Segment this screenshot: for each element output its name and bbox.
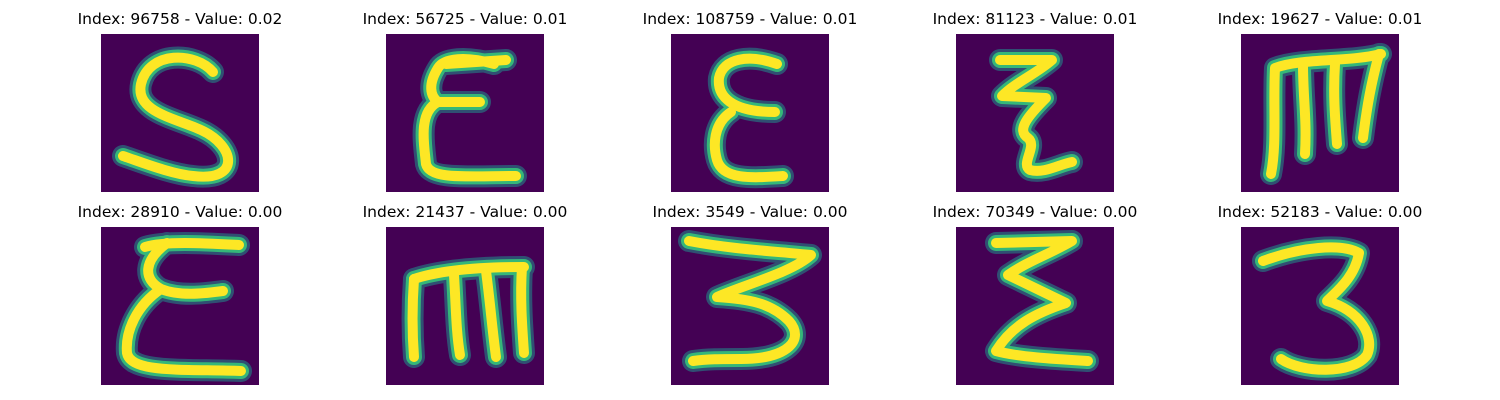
- sample-panel-10: Index: 52183 - Value: 0.00: [1170, 203, 1470, 393]
- sample-panel-2: Index: 56725 - Value: 0.01: [315, 10, 615, 200]
- panel-title: Index: 70349 - Value: 0.00: [932, 203, 1138, 221]
- sample-panel-5: Index: 19627 - Value: 0.01: [1170, 10, 1470, 200]
- glyph-image: [1241, 34, 1399, 192]
- sample-panel-6: Index: 28910 - Value: 0.00: [30, 203, 330, 393]
- sample-panel-9: Index: 70349 - Value: 0.00: [885, 203, 1185, 393]
- glyph-image: [101, 227, 259, 385]
- panel-title: Index: 28910 - Value: 0.00: [77, 203, 283, 221]
- panel-title: Index: 96758 - Value: 0.02: [77, 10, 283, 28]
- glyph-image: [386, 34, 544, 192]
- glyph-image: [386, 227, 544, 385]
- panel-title: Index: 81123 - Value: 0.01: [932, 10, 1138, 28]
- panel-title: Index: 52183 - Value: 0.00: [1217, 203, 1423, 221]
- panel-title: Index: 19627 - Value: 0.01: [1217, 10, 1423, 28]
- panel-title: Index: 3549 - Value: 0.00: [652, 203, 848, 221]
- glyph-image: [1241, 227, 1399, 385]
- sample-panel-1: Index: 96758 - Value: 0.02: [30, 10, 330, 200]
- sample-panel-7: Index: 21437 - Value: 0.00: [315, 203, 615, 393]
- glyph-image: [101, 34, 259, 192]
- sample-panel-8: Index: 3549 - Value: 0.00: [600, 203, 900, 393]
- glyph-image: [671, 34, 829, 192]
- sample-panel-3: Index: 108759 - Value: 0.01: [600, 10, 900, 200]
- panel-title: Index: 56725 - Value: 0.01: [362, 10, 568, 28]
- sample-panel-4: Index: 81123 - Value: 0.01: [885, 10, 1185, 200]
- glyph-image: [671, 227, 829, 385]
- glyph-image: [956, 34, 1114, 192]
- panel-title: Index: 108759 - Value: 0.01: [642, 10, 858, 28]
- panel-title: Index: 21437 - Value: 0.00: [362, 203, 568, 221]
- glyph-image: [956, 227, 1114, 385]
